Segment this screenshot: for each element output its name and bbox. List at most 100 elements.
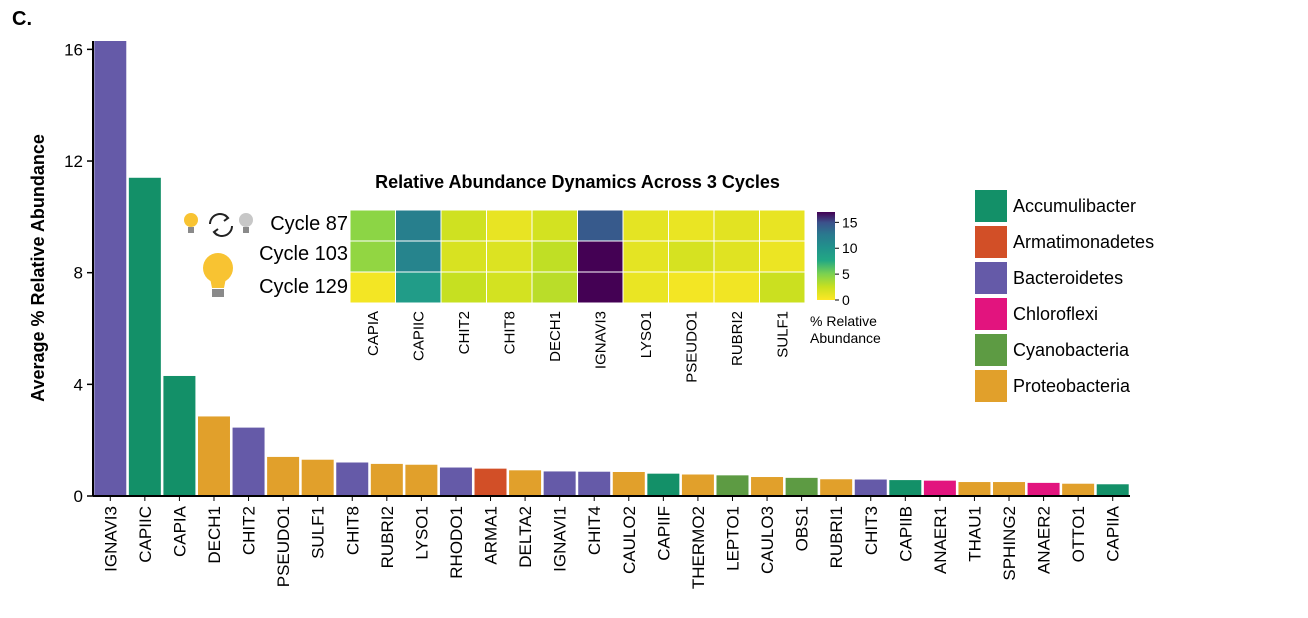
- x-tick-label: CHIT8: [343, 506, 362, 555]
- bar-capiia: [1096, 484, 1129, 496]
- bar-dech1: [197, 416, 230, 496]
- heatmap-column-label: SULF1: [774, 311, 791, 358]
- bar-capiic: [128, 177, 161, 496]
- y-tick-label: 12: [64, 152, 83, 171]
- heatmap-cell: [486, 209, 533, 242]
- y-tick-label: 4: [74, 375, 83, 394]
- x-tick-label: CAPIIA: [1104, 505, 1123, 561]
- legend: Accumulibacter Armatimonadetes Bacteroidet…: [975, 188, 1154, 404]
- x-tick-label: RHODO1: [447, 506, 466, 579]
- heatmap-column-label: CHIT2: [456, 311, 473, 354]
- bar-ignavi1: [543, 471, 576, 496]
- x-tick-label: THAU1: [965, 506, 984, 562]
- legend-swatch: [975, 370, 1007, 402]
- bar-delta2: [509, 470, 542, 496]
- heatmap-cell: [531, 240, 578, 273]
- legend-label: Cyanobacteria: [1013, 339, 1130, 360]
- heatmap-cell: [486, 240, 533, 273]
- x-tick-label: DELTA2: [516, 506, 535, 568]
- heatmap-cell: [668, 240, 715, 273]
- legend-label: Bacteroidetes: [1013, 267, 1124, 288]
- heatmap-column-label: CAPIIC: [410, 311, 427, 361]
- y-tick-label: 16: [64, 40, 83, 59]
- bar-thau1: [958, 482, 991, 496]
- heatmap-cell: [622, 240, 669, 273]
- x-tick-label: RUBRI1: [827, 506, 846, 568]
- heatmap-column-label: PSEUDO1: [683, 311, 700, 383]
- x-tick-label: IGNAVI3: [101, 506, 120, 572]
- heatmap-column-label: CHIT8: [501, 311, 518, 354]
- x-tick-label: THERMO2: [689, 506, 708, 589]
- bar-sphing2: [993, 482, 1026, 496]
- y-axis-label: Average % Relative Abundance: [28, 134, 48, 402]
- bar-ignavi3: [94, 41, 127, 496]
- bar-capiib: [889, 480, 922, 496]
- legend-swatch: [975, 226, 1007, 258]
- legend-swatch: [975, 334, 1007, 366]
- axes-layer: IGNAVI3 CAPIIC CAPIA DECH1 CHIT2 PSEUDO1 SULF1…: [28, 40, 1130, 589]
- bar-arma1: [474, 468, 507, 496]
- heatmap-row-label-cycle-129: Cycle 129: [259, 276, 348, 298]
- x-tick-label: CAPIIB: [896, 506, 915, 562]
- heatmap-title: Relative Abundance Dynamics Across 3 Cyc…: [375, 172, 780, 192]
- bar-lepto1: [716, 475, 749, 496]
- bar-caulo2: [612, 471, 645, 496]
- bar-otto1: [1062, 483, 1095, 496]
- x-tick-label: ANAER2: [1035, 506, 1054, 574]
- bar-rubri1: [820, 479, 853, 496]
- heatmap-cell: [713, 209, 760, 242]
- panel-label: C.: [12, 8, 32, 30]
- bar-anaer2: [1027, 482, 1060, 496]
- bar-thermo2: [681, 474, 714, 496]
- bar-chit3: [854, 479, 887, 496]
- heatmap-cell: [395, 271, 442, 304]
- legend-label: Proteobacteria: [1013, 375, 1131, 396]
- bar-sulf1: [301, 459, 334, 496]
- colorbar-tick-label: 10: [842, 240, 858, 256]
- x-tick-label: SPHING2: [1000, 506, 1019, 581]
- heatmap-cell: [668, 209, 715, 242]
- x-tick-label: DECH1: [205, 506, 224, 564]
- heatmap: CAPIA CAPIIC CHIT2 CHIT8 DECH1 IGNAVI3 LYSO1 PS…: [349, 209, 881, 383]
- bar-capia: [163, 375, 196, 496]
- y-tick-label: 8: [74, 264, 83, 283]
- bar-capiif: [647, 473, 680, 496]
- bar-caulo3: [751, 477, 784, 496]
- bar-rhodo1: [439, 467, 472, 496]
- x-tick-label: PSEUDO1: [274, 506, 293, 587]
- legend-swatch: [975, 298, 1007, 330]
- legend-item-cyanobacteria: Cyanobacteria: [975, 332, 1154, 368]
- heatmap-cell: [577, 271, 624, 304]
- legend-item-chloroflexi: Chloroflexi: [975, 296, 1154, 332]
- x-tick-label: CAULO3: [758, 506, 777, 574]
- colorbar-tick-label: 15: [842, 214, 858, 230]
- heatmap-cell: [759, 271, 806, 304]
- x-tick-label: IGNAVI1: [551, 506, 570, 572]
- heatmap-cell: [486, 271, 533, 304]
- heatmap-cell: [531, 209, 578, 242]
- heatmap-row-label-cycle-103: Cycle 103: [259, 243, 348, 265]
- unlit-bulb-icon: [239, 213, 253, 233]
- bar-rubri2: [370, 463, 403, 496]
- heatmap-cell: [349, 209, 396, 242]
- x-tick-label: ANAER1: [931, 506, 950, 574]
- heatmap-cell: [713, 271, 760, 304]
- x-tick-label: RUBRI2: [378, 506, 397, 568]
- bar-lyso1: [405, 464, 438, 496]
- heatmap-cell: [440, 271, 487, 304]
- heatmap-column-label: LYSO1: [638, 311, 655, 358]
- heatmap-cell: [713, 240, 760, 273]
- x-tick-label: CHIT2: [240, 506, 259, 555]
- heatmap-cell: [440, 240, 487, 273]
- heatmap-cell: [577, 240, 624, 273]
- heatmap-cell: [759, 240, 806, 273]
- legend-item-proteobacteria: Proteobacteria: [975, 368, 1154, 404]
- colorbar-tick-label: 5: [842, 266, 850, 282]
- x-tick-label: CAPIIF: [654, 506, 673, 561]
- x-tick-label: LEPTO1: [723, 506, 742, 571]
- heatmap-cell: [577, 209, 624, 242]
- x-tick-label: CAPIA: [170, 505, 189, 557]
- x-tick-label: OBS1: [793, 506, 812, 551]
- heatmap-cell: [395, 240, 442, 273]
